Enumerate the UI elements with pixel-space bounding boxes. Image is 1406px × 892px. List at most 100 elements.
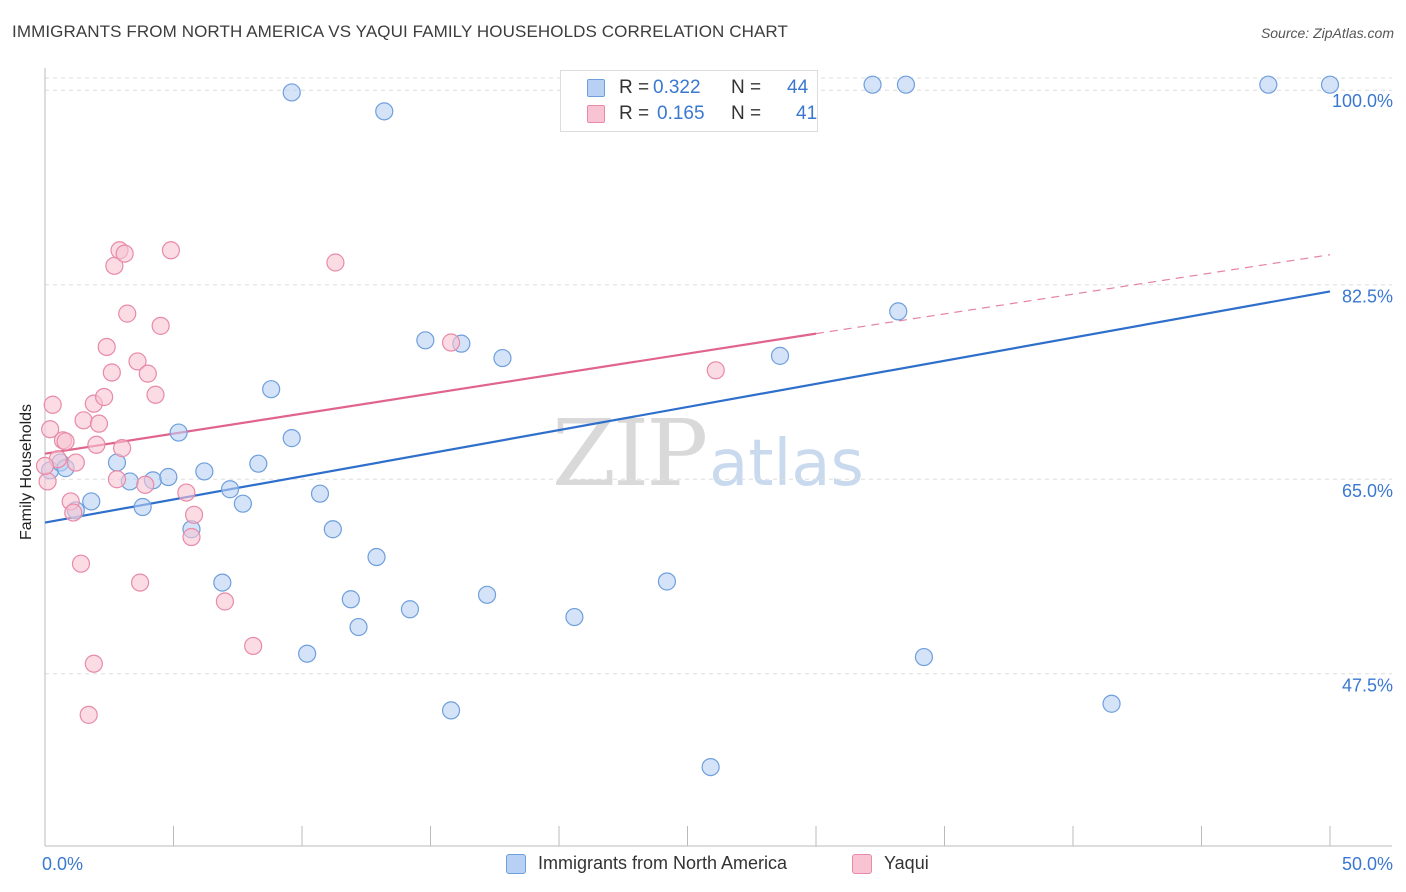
point-yaqui [95,387,114,407]
point-immigrants [233,494,252,513]
point-yaqui [244,636,263,656]
point-yaqui [107,470,127,489]
axes [44,68,1392,847]
x-tick-label: 50.0% [1342,854,1393,874]
trend-lines [44,254,1331,524]
y-tick-label: 100.0% [1332,91,1393,111]
point-immigrants [341,590,360,609]
point-immigrants [416,331,435,350]
stats-legend: R = 0.322 N = 44 R = 0.165 N = 41 [560,70,818,132]
y-axis-label: Family Households [18,403,35,540]
point-immigrants [349,617,368,637]
point-yaqui [43,395,62,414]
point-immigrants [249,454,268,473]
point-yaqui [35,456,55,475]
point-yaqui [441,333,461,352]
point-yaqui [130,573,150,592]
legend-label: Yaqui [884,853,929,873]
point-yaqui [706,361,725,380]
point-immigrants [896,75,916,94]
point-yaqui [97,337,116,357]
point-yaqui [118,304,137,323]
point-yaqui [128,352,147,371]
watermark-atlas: atlas [709,427,864,501]
point-immigrants [770,346,790,365]
point-immigrants [282,83,301,102]
point-immigrants [914,647,934,667]
trend-line-yaqui-extension [815,254,1331,335]
point-immigrants [323,520,342,539]
legend-label: Immigrants from North America [538,853,788,873]
point-immigrants [863,75,882,94]
n-value: 41 [796,103,818,124]
point-immigrants [565,607,584,627]
point-immigrants [889,302,908,321]
point-yaqui [136,475,155,494]
blue-swatch [506,854,526,874]
source-label: Source: ZipAtlas.com [1260,25,1394,41]
point-yaqui [71,554,91,573]
tick-labels: 47.5% 65.0% 82.5% 100.0% 0.0% 50.0% [42,91,1393,874]
point-immigrants [213,573,232,592]
point-yaqui [64,503,83,522]
r-value: 0.165 [657,103,705,124]
point-yaqui [74,411,93,430]
point-yaqui [41,420,60,439]
point-yaqui [79,705,98,724]
point-immigrants [367,547,386,567]
point-immigrants [310,484,330,503]
point-immigrants [1102,694,1121,713]
point-immigrants [1259,75,1278,94]
point-immigrants [477,585,497,604]
data-points [35,75,1340,777]
point-yaqui [89,414,109,433]
point-immigrants [657,572,677,591]
n-value: 44 [787,77,809,98]
chart-title: IMMIGRANTS FROM NORTH AMERICA VS YAQUI F… [12,22,788,41]
point-yaqui [146,385,165,404]
pink-swatch [852,854,872,874]
blue-swatch [587,79,605,97]
point-immigrants [701,757,720,777]
n-label: N = [731,103,762,124]
point-immigrants [1320,75,1340,94]
point-immigrants [375,102,394,121]
point-immigrants [282,429,301,448]
point-yaqui [87,435,106,454]
y-tick-label: 65.0% [1342,481,1393,501]
point-immigrants [195,462,214,481]
point-yaqui [161,241,181,260]
point-yaqui [112,439,132,458]
trend-line-immigrants [44,290,1331,524]
y-tick-label: 82.5% [1342,287,1393,307]
point-immigrants [441,701,461,720]
point-immigrants [82,492,101,511]
point-yaqui [184,505,204,524]
point-yaqui [138,364,157,383]
pink-swatch [587,105,605,123]
point-yaqui [326,253,345,272]
point-immigrants [493,348,512,368]
point-yaqui [215,592,234,611]
point-yaqui [56,432,75,451]
point-immigrants [262,380,281,399]
point-yaqui [84,654,103,673]
point-yaqui [182,527,201,547]
point-yaqui [115,244,134,263]
point-yaqui [151,316,170,335]
point-yaqui [66,453,85,472]
y-tick-label: 47.5% [1342,676,1393,696]
r-label: R = [619,77,650,98]
r-label: R = [619,103,650,124]
point-immigrants [169,423,188,442]
x-tick-label: 0.0% [42,854,83,874]
r-value: 0.322 [653,77,701,98]
point-yaqui [102,363,121,382]
point-immigrants [400,600,420,619]
point-immigrants [133,497,152,517]
point-yaqui [177,483,196,502]
point-immigrants [159,467,178,487]
point-immigrants [220,480,240,499]
point-yaqui [38,472,57,491]
